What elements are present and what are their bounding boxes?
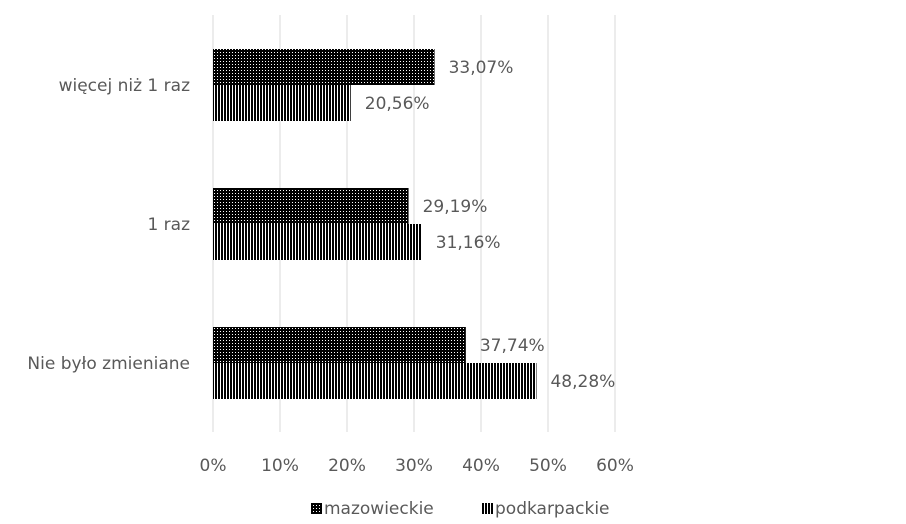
data-label: 29,19% <box>423 197 488 217</box>
data-label: 31,16% <box>436 233 501 253</box>
x-tick-label: 40% <box>462 456 500 476</box>
bar-podkarpackie <box>213 85 351 121</box>
bar-podkarpackie <box>213 224 422 260</box>
legend-label: mazowieckie <box>324 499 434 519</box>
legend-swatch-mazowieckie <box>311 503 322 514</box>
x-tick-label: 20% <box>328 456 366 476</box>
data-label: 48,28% <box>550 372 615 392</box>
category-label: więcej niż 1 raz <box>59 76 190 96</box>
x-tick-label: 0% <box>200 456 227 476</box>
data-label: 37,74% <box>480 336 545 356</box>
bars <box>213 49 537 399</box>
legend-swatch-podkarpackie <box>482 503 493 514</box>
x-tick-label: 60% <box>596 456 634 476</box>
x-tick-label: 50% <box>529 456 567 476</box>
category-label: Nie było zmieniane <box>27 354 190 374</box>
bar-mazowieckie <box>213 188 409 224</box>
category-label: 1 raz <box>147 215 190 235</box>
bar-mazowieckie <box>213 327 466 363</box>
data-label: 33,07% <box>449 58 514 78</box>
legend-label: podkarpackie <box>495 499 610 519</box>
data-label: 20,56% <box>365 94 430 114</box>
labels: 0% 10% 20% 30% 40% 50% 60% więcej niż 1 raz 1 ra… <box>27 58 634 476</box>
x-tick-label: 10% <box>261 456 299 476</box>
bar-podkarpackie <box>213 363 537 399</box>
x-tick-label: 30% <box>395 456 433 476</box>
bar-mazowieckie <box>213 49 435 85</box>
legend: mazowieckie podkarpackie <box>311 499 610 519</box>
